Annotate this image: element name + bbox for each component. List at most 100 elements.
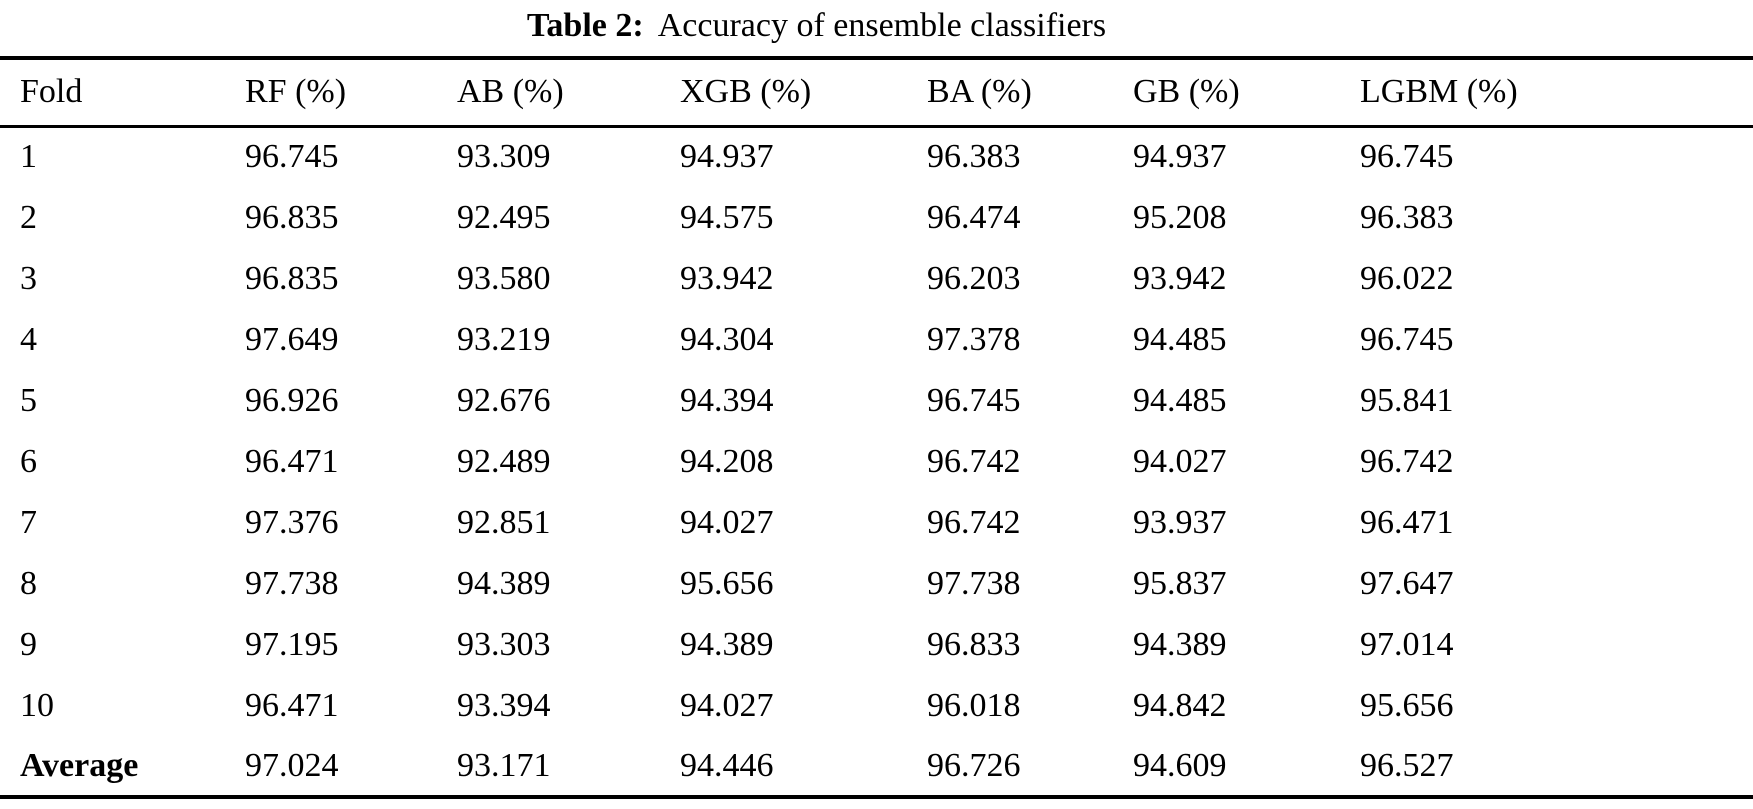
value-cell: 93.309 xyxy=(457,138,551,176)
value-cell: 95.656 xyxy=(1360,686,1454,724)
table-row: Average 97.024 93.171 94.446 96.726 94.609 96.… xyxy=(0,736,1753,797)
value-cell: 97.014 xyxy=(1360,625,1454,663)
value-cell: 94.389 xyxy=(1133,625,1227,663)
fold-cell: 6 xyxy=(20,442,37,480)
value-cell: 94.575 xyxy=(680,198,774,236)
value-cell: 96.471 xyxy=(1360,503,1454,541)
value-cell: 96.745 xyxy=(927,381,1021,419)
value-cell: 93.942 xyxy=(680,259,774,297)
value-cell: 95.841 xyxy=(1360,381,1454,419)
fold-cell: 4 xyxy=(20,320,37,358)
table-row: 3 96.835 93.580 93.942 96.203 93.942 96.022 xyxy=(0,248,1753,309)
table-row: 5 96.926 92.676 94.394 96.745 94.485 95.841 xyxy=(0,370,1753,431)
value-cell: 96.745 xyxy=(1360,320,1454,358)
value-cell: 95.837 xyxy=(1133,564,1227,602)
table-row: 4 97.649 93.219 94.304 97.378 94.485 96.745 xyxy=(0,309,1753,370)
table-row: 2 96.835 92.495 94.575 96.474 95.208 96.383 xyxy=(0,187,1753,248)
value-cell: 96.742 xyxy=(1360,442,1454,480)
value-cell: 94.485 xyxy=(1133,320,1227,358)
value-cell: 93.942 xyxy=(1133,259,1227,297)
value-cell: 94.937 xyxy=(1133,138,1227,176)
value-cell: 95.656 xyxy=(680,564,774,602)
value-cell: 96.203 xyxy=(927,259,1021,297)
table-caption-text: Accuracy of ensemble classifiers xyxy=(657,7,1107,44)
table-row: 10 96.471 93.394 94.027 96.018 94.842 95.656 xyxy=(0,675,1753,736)
value-cell: 93.394 xyxy=(457,686,551,724)
value-cell: 96.022 xyxy=(1360,259,1454,297)
value-cell: 92.495 xyxy=(457,198,551,236)
table-row: 7 97.376 92.851 94.027 96.742 93.937 96.471 xyxy=(0,492,1753,553)
table-row: 6 96.471 92.489 94.208 96.742 94.027 96.742 xyxy=(0,431,1753,492)
value-cell: 96.742 xyxy=(927,503,1021,541)
value-cell: 97.195 xyxy=(245,625,339,663)
value-cell: 97.738 xyxy=(927,564,1021,602)
value-cell: 96.835 xyxy=(245,198,339,236)
value-cell: 94.485 xyxy=(1133,381,1227,419)
column-header: AB (%) xyxy=(457,73,564,111)
value-cell: 96.742 xyxy=(927,442,1021,480)
fold-cell: 7 xyxy=(20,503,37,541)
value-cell: 96.471 xyxy=(245,442,339,480)
value-cell: 96.018 xyxy=(927,686,1021,724)
value-cell: 93.937 xyxy=(1133,503,1227,541)
value-cell: 97.024 xyxy=(245,746,339,784)
value-cell: 92.489 xyxy=(457,442,551,480)
value-cell: 97.649 xyxy=(245,320,339,358)
value-cell: 96.474 xyxy=(927,198,1021,236)
value-cell: 94.027 xyxy=(1133,442,1227,480)
value-cell: 94.304 xyxy=(680,320,774,358)
column-header: XGB (%) xyxy=(680,73,812,111)
value-cell: 96.926 xyxy=(245,381,339,419)
value-cell: 94.389 xyxy=(680,625,774,663)
fold-cell: 5 xyxy=(20,381,37,419)
value-cell: 92.676 xyxy=(457,381,551,419)
fold-cell: Average xyxy=(20,746,139,784)
column-header: GB (%) xyxy=(1133,73,1240,111)
table-body: 1 96.745 93.309 94.937 96.383 94.937 96.745 2 96… xyxy=(0,126,1753,797)
header-row: Fold RF (%) AB (%) XGB (%) BA (%) GB (%) LGBM … xyxy=(0,58,1753,126)
value-cell: 96.745 xyxy=(245,138,339,176)
table-caption-label: Table 2: xyxy=(526,7,644,44)
column-header: RF (%) xyxy=(245,73,347,111)
value-cell: 96.383 xyxy=(927,138,1021,176)
value-cell: 96.383 xyxy=(1360,198,1454,236)
value-cell: 96.527 xyxy=(1360,746,1454,784)
table-caption: Table 2: Accuracy of ensemble classifiers xyxy=(0,0,1693,56)
value-cell: 96.833 xyxy=(927,625,1021,663)
table-row: 9 97.195 93.303 94.389 96.833 94.389 97.014 xyxy=(0,614,1753,675)
value-cell: 93.580 xyxy=(457,259,551,297)
value-cell: 93.303 xyxy=(457,625,551,663)
value-cell: 92.851 xyxy=(457,503,551,541)
value-cell: 94.389 xyxy=(457,564,551,602)
fold-cell: 2 xyxy=(20,198,37,236)
value-cell: 95.208 xyxy=(1133,198,1227,236)
value-cell: 97.647 xyxy=(1360,564,1454,602)
fold-cell: 10 xyxy=(20,686,54,724)
value-cell: 96.835 xyxy=(245,259,339,297)
value-cell: 93.219 xyxy=(457,320,551,358)
table-row: 8 97.738 94.389 95.656 97.738 95.837 97.647 xyxy=(0,553,1753,614)
value-cell: 94.842 xyxy=(1133,686,1227,724)
value-cell: 94.937 xyxy=(680,138,774,176)
table-row: 1 96.745 93.309 94.937 96.383 94.937 96.745 xyxy=(0,126,1753,187)
value-cell: 97.376 xyxy=(245,503,339,541)
value-cell: 94.208 xyxy=(680,442,774,480)
value-cell: 94.027 xyxy=(680,686,774,724)
column-header: BA (%) xyxy=(927,73,1032,111)
value-cell: 94.394 xyxy=(680,381,774,419)
fold-cell: 1 xyxy=(20,138,37,176)
value-cell: 94.027 xyxy=(680,503,774,541)
value-cell: 97.378 xyxy=(927,320,1021,358)
column-header: LGBM (%) xyxy=(1360,73,1518,111)
value-cell: 96.726 xyxy=(927,746,1021,784)
accuracy-table: Fold RF (%) AB (%) XGB (%) BA (%) GB (%) LGBM … xyxy=(0,56,1753,799)
fold-cell: 9 xyxy=(20,625,37,663)
value-cell: 93.171 xyxy=(457,746,551,784)
fold-cell: 8 xyxy=(20,564,37,602)
fold-cell: 3 xyxy=(20,259,37,297)
column-header: Fold xyxy=(20,73,83,111)
value-cell: 96.745 xyxy=(1360,138,1454,176)
value-cell: 97.738 xyxy=(245,564,339,602)
value-cell: 96.471 xyxy=(245,686,339,724)
